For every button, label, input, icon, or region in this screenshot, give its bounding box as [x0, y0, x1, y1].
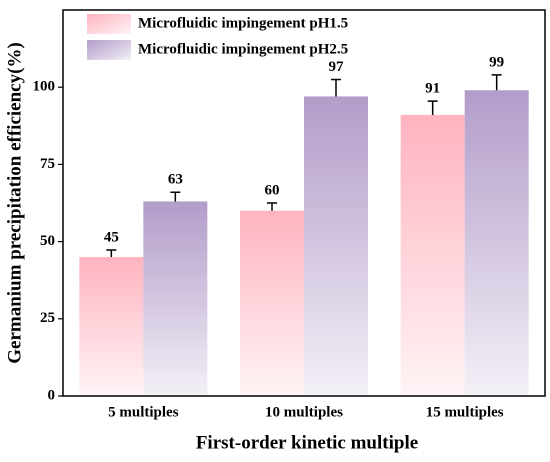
- x-axis-title: First-order kinetic multiple: [196, 432, 418, 453]
- y-tick-label: 25: [40, 310, 55, 326]
- legend-swatch: [87, 14, 131, 34]
- legend-label: Microfluidic impingement pH1.5: [138, 15, 348, 31]
- bar: [79, 257, 144, 396]
- y-tick-label: 0: [48, 387, 56, 403]
- error-bar: [267, 202, 277, 211]
- y-tick-label: 50: [40, 233, 55, 249]
- plot-frame: [62, 9, 546, 397]
- legend-swatch: [87, 40, 131, 60]
- data-label: 91: [425, 81, 440, 97]
- data-label: 63: [168, 172, 183, 188]
- bar: [304, 96, 368, 397]
- bar: [400, 114, 465, 396]
- data-label: 97: [329, 59, 345, 75]
- error-bar: [106, 249, 117, 258]
- x-tick-label: 10 multiples: [265, 404, 343, 420]
- y-tick-label: 75: [40, 156, 55, 172]
- error-bar: [170, 191, 181, 202]
- bar: [240, 210, 304, 396]
- data-label: 99: [489, 54, 504, 70]
- y-axis-title: Germanium precipitation efficiency(%): [4, 42, 25, 364]
- bar: [464, 90, 529, 397]
- error-bar: [491, 74, 502, 91]
- error-bar: [427, 100, 438, 115]
- error-bar: [331, 78, 341, 97]
- y-tick-label: 100: [33, 79, 56, 95]
- legend-label: Microfluidic impingement pH2.5: [138, 41, 348, 57]
- x-tick-label: 15 multiples: [426, 404, 504, 420]
- data-label: 45: [104, 229, 119, 245]
- x-tick-label: 5 multiples: [108, 404, 179, 420]
- data-label: 60: [265, 182, 280, 198]
- bar: [143, 201, 208, 396]
